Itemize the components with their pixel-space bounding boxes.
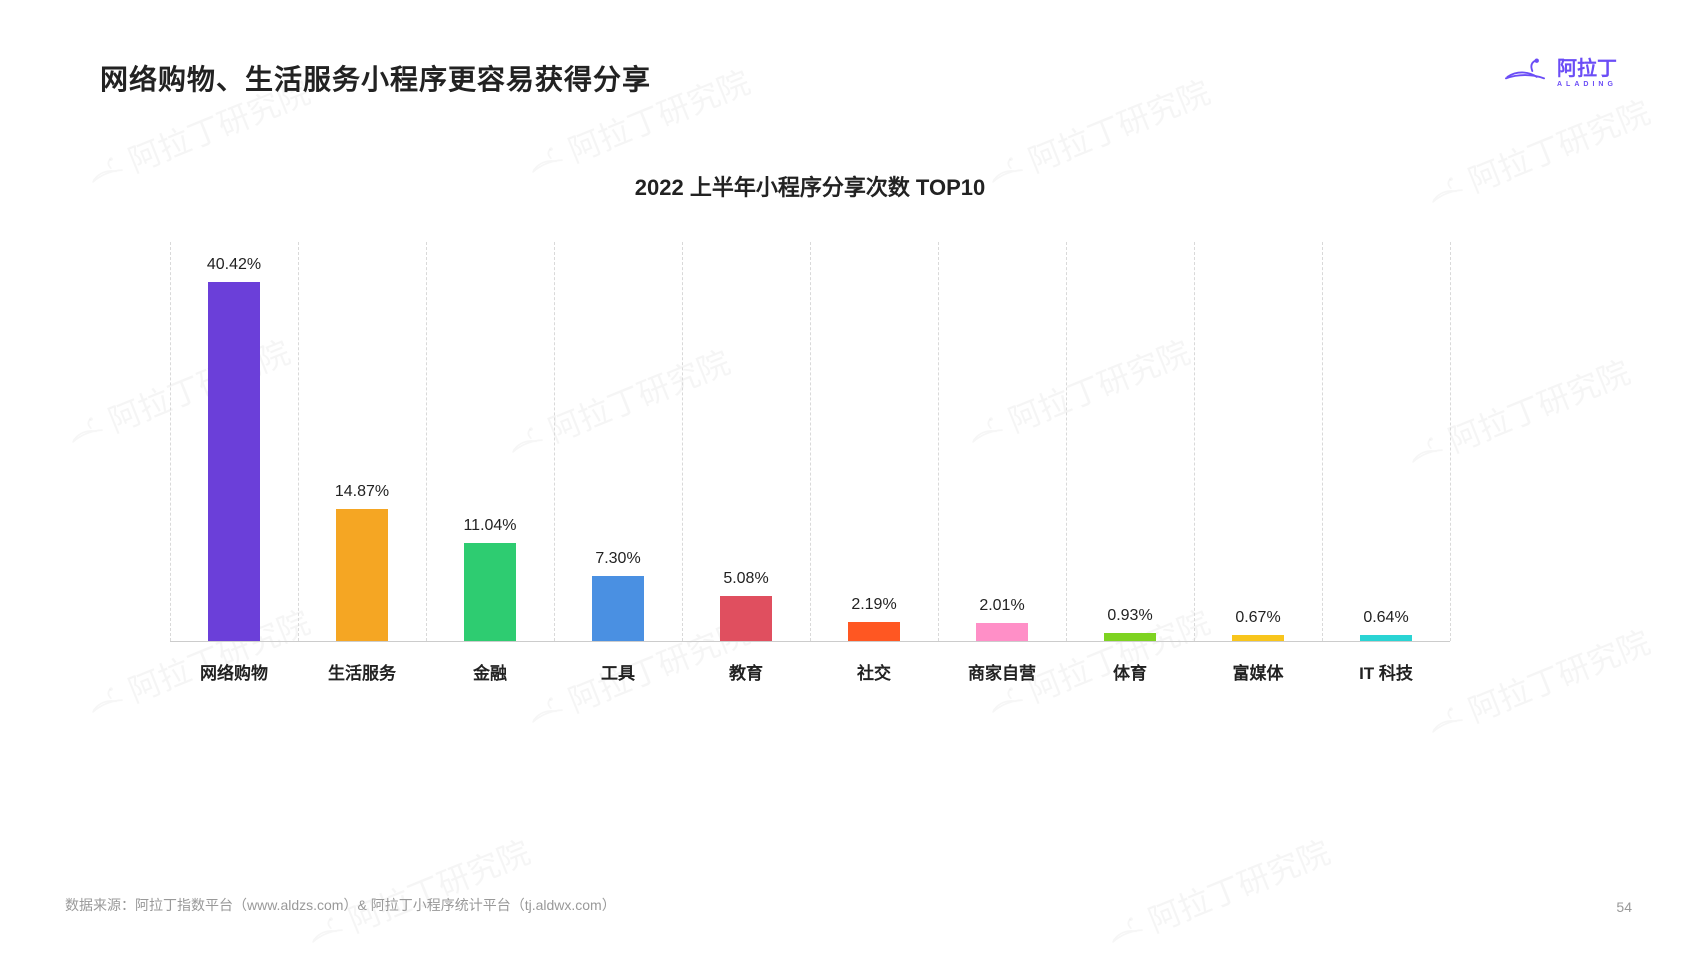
bar-category-label: 教育	[682, 659, 810, 684]
bar	[592, 576, 644, 641]
watermark: 阿拉丁研究院	[1100, 827, 1336, 958]
bar-slot: 0.93%体育	[1066, 607, 1194, 641]
page-title: 网络购物、生活服务小程序更容易获得分享	[100, 58, 651, 98]
bar-slot: 14.87%生活服务	[298, 483, 426, 641]
bar	[976, 623, 1028, 641]
bar-slot: 11.04%金融	[426, 517, 554, 641]
bar-value-label: 2.19%	[851, 596, 896, 614]
bar-category-label: 体育	[1066, 659, 1194, 684]
bar	[1232, 635, 1284, 641]
bar	[464, 543, 516, 641]
bar-category-label: 金融	[426, 659, 554, 684]
share-top10-chart: 2022 上半年小程序分享次数 TOP10 40.42%网络购物14.87%生活…	[170, 170, 1450, 690]
chart-gridline	[1066, 242, 1067, 641]
bar-category-label: 工具	[554, 659, 682, 684]
bar-value-label: 0.67%	[1235, 609, 1280, 627]
page-number: 54	[1616, 899, 1632, 915]
watermark: 阿拉丁研究院	[1420, 617, 1656, 748]
bar-category-label: 社交	[810, 659, 938, 684]
bar-category-label: 网络购物	[170, 659, 298, 684]
chart-gridline	[938, 242, 939, 641]
bar	[336, 509, 388, 641]
bar	[720, 596, 772, 641]
brand-name: 阿拉丁	[1557, 59, 1617, 79]
bar-value-label: 0.64%	[1363, 609, 1408, 627]
bar-value-label: 40.42%	[207, 256, 261, 274]
bar-value-label: 11.04%	[463, 517, 516, 535]
chart-gridline	[1194, 242, 1195, 641]
watermark: 阿拉丁研究院	[1420, 87, 1656, 218]
bar-slot: 7.30%工具	[554, 550, 682, 641]
bar	[208, 282, 260, 641]
bar-slot: 2.19%社交	[810, 596, 938, 641]
bar-slot: 2.01%商家自营	[938, 597, 1066, 641]
chart-gridline	[810, 242, 811, 641]
watermark: 阿拉丁研究院	[300, 827, 536, 958]
bar-value-label: 5.08%	[723, 570, 768, 588]
chart-plot-area: 40.42%网络购物14.87%生活服务11.04%金融7.30%工具5.08%…	[170, 242, 1450, 642]
bar-category-label: 商家自营	[938, 659, 1066, 684]
bar-value-label: 7.30%	[595, 550, 640, 568]
bar-slot: 40.42%网络购物	[170, 256, 298, 641]
brand-sub: ALADING	[1557, 81, 1617, 88]
bar-value-label: 0.93%	[1107, 607, 1152, 625]
bar	[848, 622, 900, 641]
bar-slot: 5.08%教育	[682, 570, 810, 641]
chart-gridline	[1322, 242, 1323, 641]
bar-slot: 0.64%IT 科技	[1322, 609, 1450, 641]
bar-value-label: 14.87%	[335, 483, 389, 501]
bar-category-label: 生活服务	[298, 659, 426, 684]
chart-title: 2022 上半年小程序分享次数 TOP10	[170, 170, 1450, 202]
bar-category-label: IT 科技	[1322, 659, 1450, 684]
bar-category-label: 富媒体	[1194, 659, 1322, 684]
bar	[1360, 635, 1412, 641]
bar-value-label: 2.01%	[979, 597, 1024, 615]
bar	[1104, 633, 1156, 641]
chart-gridline	[1450, 242, 1451, 641]
data-source-note: 数据来源：阿拉丁指数平台（www.aldzs.com）& 阿拉丁小程序统计平台（…	[65, 895, 616, 915]
brand-lamp-icon	[1503, 55, 1547, 92]
bar-slot: 0.67%富媒体	[1194, 609, 1322, 641]
brand-logo: 阿拉丁 ALADING	[1503, 55, 1617, 92]
